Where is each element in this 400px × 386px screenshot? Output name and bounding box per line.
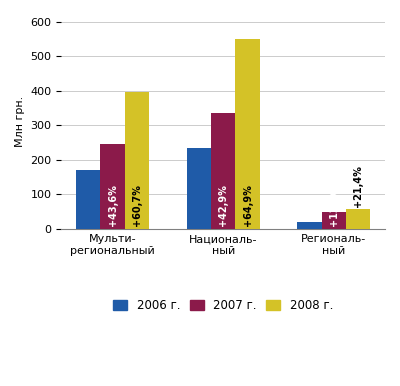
- Text: +43,6%: +43,6%: [108, 184, 118, 226]
- Text: +42,9%: +42,9%: [218, 184, 228, 226]
- Bar: [187, 147, 211, 229]
- Bar: [76, 170, 100, 229]
- Bar: [100, 144, 125, 229]
- Bar: [297, 222, 322, 229]
- Bar: [125, 93, 149, 229]
- Text: +129,6%: +129,6%: [329, 177, 339, 226]
- Text: +60,7%: +60,7%: [132, 184, 142, 226]
- Y-axis label: Млн грн.: Млн грн.: [15, 96, 25, 147]
- Bar: [322, 212, 346, 229]
- Bar: [346, 208, 370, 229]
- Bar: [211, 113, 235, 229]
- Bar: [235, 39, 260, 229]
- Legend: 2006 г., 2007 г., 2008 г.: 2006 г., 2007 г., 2008 г.: [108, 294, 338, 317]
- Text: +64,9%: +64,9%: [242, 184, 252, 226]
- Text: +21,4%: +21,4%: [353, 165, 363, 207]
